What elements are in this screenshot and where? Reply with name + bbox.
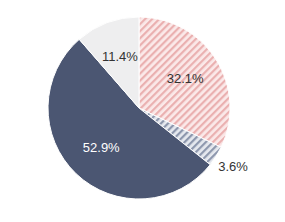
pie-chart: 32.1% 3.6% 52.9% 11.4% [0,0,285,222]
slices [48,17,230,199]
pie-slice [48,39,210,199]
data-label: 3.6% [218,159,248,174]
data-labels: 32.1% 3.6% 52.9% 11.4% [83,49,249,174]
data-label: 11.4% [102,49,138,64]
data-label: 32.1% [167,71,204,86]
pie-slice [79,17,139,108]
data-label: 52.9% [83,140,120,155]
chart-root: 32.1% 3.6% 52.9% 11.4% [0,0,285,222]
